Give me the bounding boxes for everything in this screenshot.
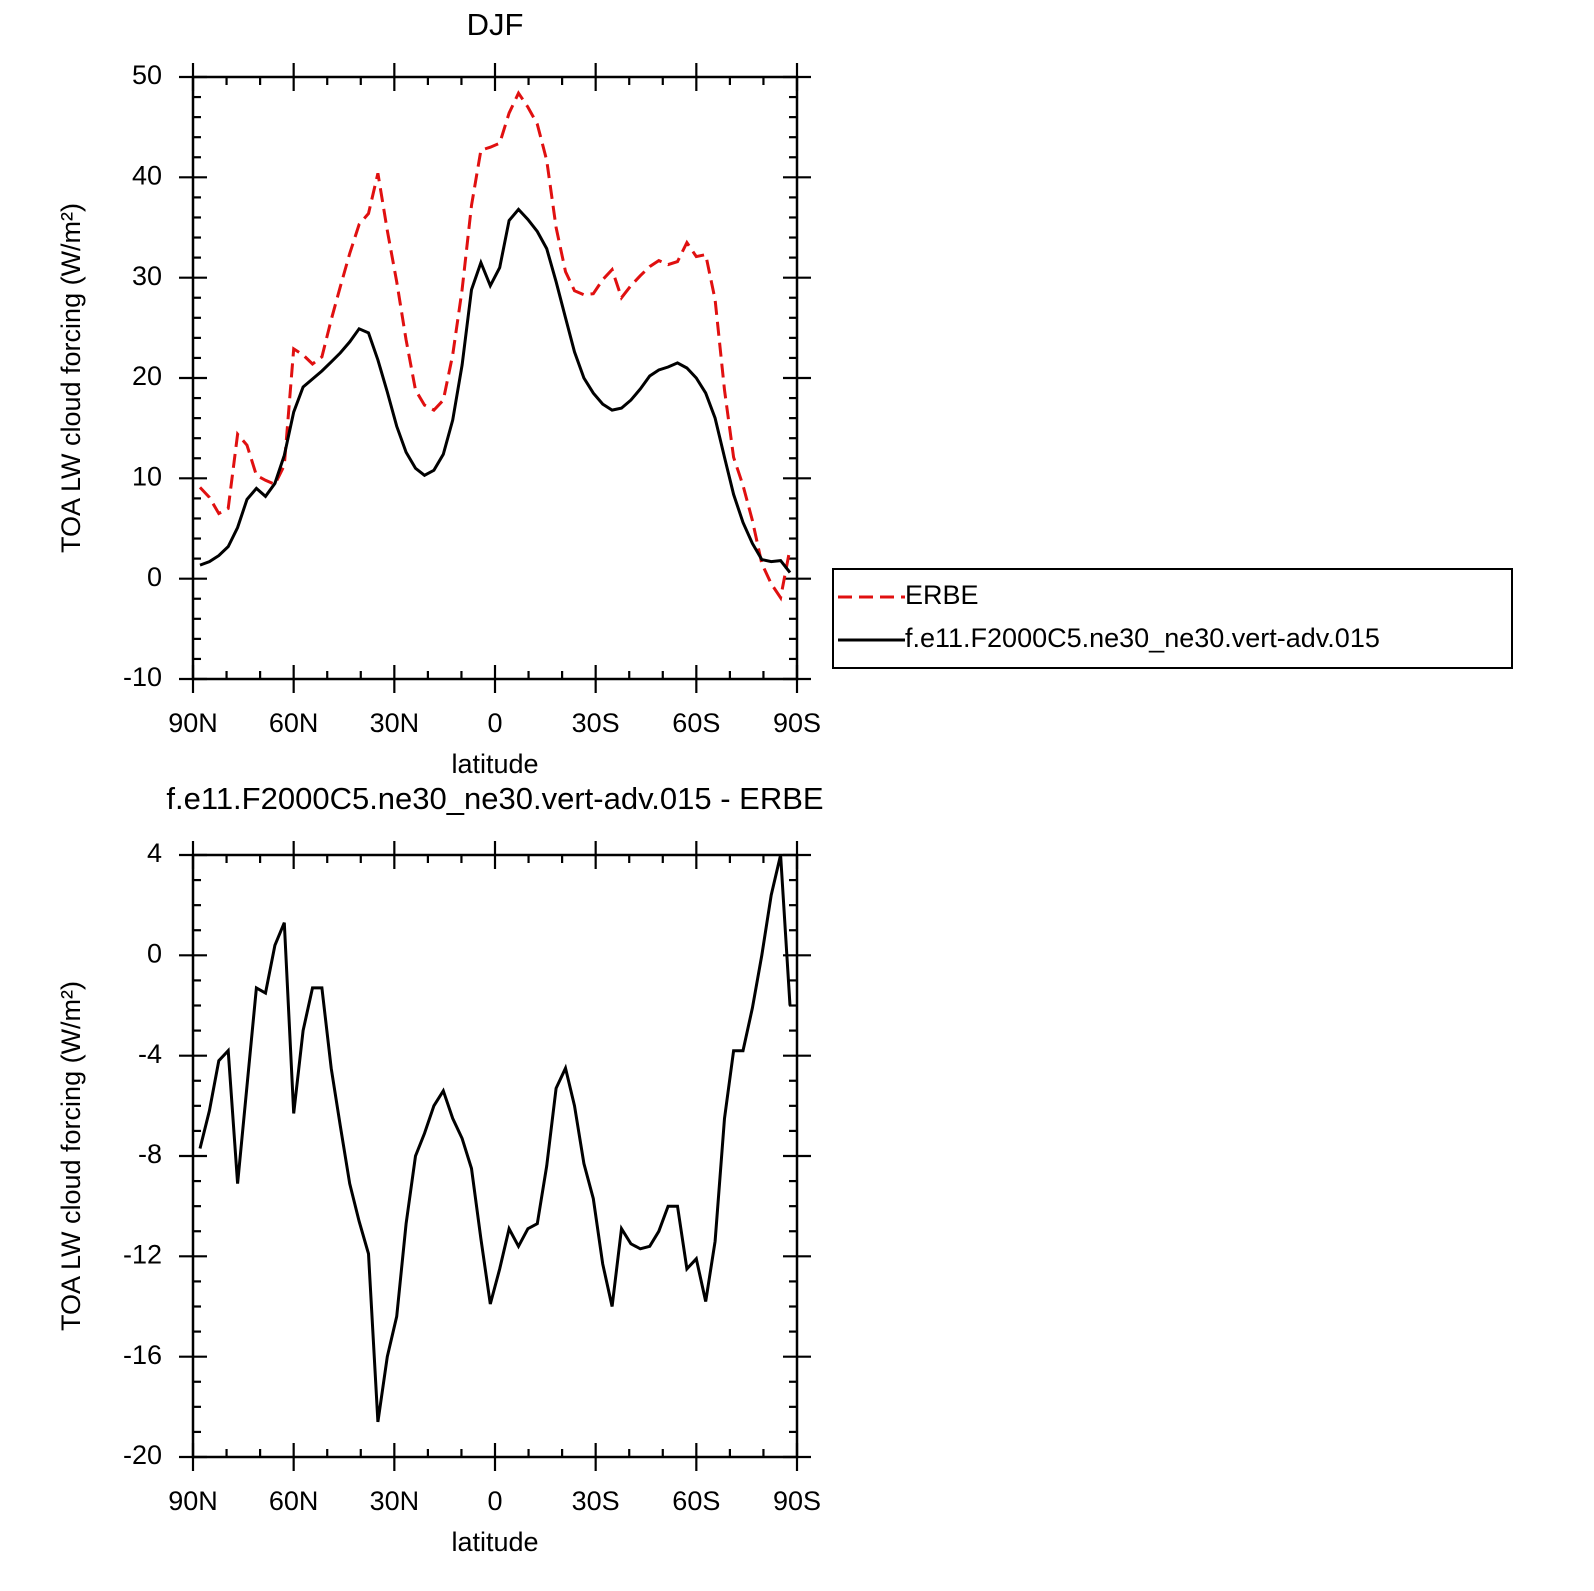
- plot-frame: [191, 853, 799, 1459]
- data-line: [198, 854, 792, 1423]
- y-tick-label: -10: [123, 662, 162, 692]
- y-tick-label: 30: [132, 261, 162, 291]
- y-tick-label: 4: [147, 838, 162, 868]
- x-axis-label: latitude: [451, 1527, 538, 1557]
- y-axis-label: TOA LW cloud forcing (W/m²): [56, 981, 86, 1331]
- data-line: [198, 90, 792, 602]
- y-tick-label: -20: [123, 1440, 162, 1470]
- chart-title: f.e11.F2000C5.ne30_ne30.vert-adv.015 - E…: [166, 781, 823, 816]
- y-tick-label: -4: [138, 1039, 162, 1069]
- x-tick-label: 0: [487, 1486, 502, 1516]
- x-tick-label: 60S: [672, 708, 720, 738]
- y-tick-label: -16: [123, 1340, 162, 1370]
- x-tick-label: 30S: [572, 708, 620, 738]
- x-tick-label: 60N: [269, 1486, 319, 1516]
- y-tick-label: 50: [132, 60, 162, 90]
- x-tick-label: 60N: [269, 708, 319, 738]
- legend-label: f.e11.F2000C5.ne30_ne30.vert-adv.015: [905, 623, 1380, 653]
- x-tick-label: 30S: [572, 1486, 620, 1516]
- y-tick-label: -12: [123, 1239, 162, 1269]
- x-tick-label: 30N: [370, 1486, 420, 1516]
- y-axis-label: TOA LW cloud forcing (W/m²): [56, 203, 86, 553]
- x-tick-label: 90N: [168, 708, 218, 738]
- x-tick-label: 30N: [370, 708, 420, 738]
- legend-box: [832, 568, 1513, 669]
- x-axis-label: latitude: [451, 749, 538, 779]
- y-tick-label: 0: [147, 562, 162, 592]
- y-tick-label: 20: [132, 361, 162, 391]
- x-tick-label: 90N: [168, 1486, 218, 1516]
- y-tick-label: 10: [132, 461, 162, 491]
- x-tick-label: 90S: [773, 1486, 821, 1516]
- x-tick-label: 0: [487, 708, 502, 738]
- y-tick-label: 40: [132, 160, 162, 190]
- plot-frame: [191, 75, 799, 681]
- y-tick-label: 0: [147, 938, 162, 968]
- legend-label: ERBE: [905, 580, 979, 610]
- data-line: [199, 207, 792, 574]
- chart-title: DJF: [467, 7, 524, 42]
- x-tick-label: 60S: [672, 1486, 720, 1516]
- x-tick-label: 90S: [773, 708, 821, 738]
- y-tick-label: -8: [138, 1139, 162, 1169]
